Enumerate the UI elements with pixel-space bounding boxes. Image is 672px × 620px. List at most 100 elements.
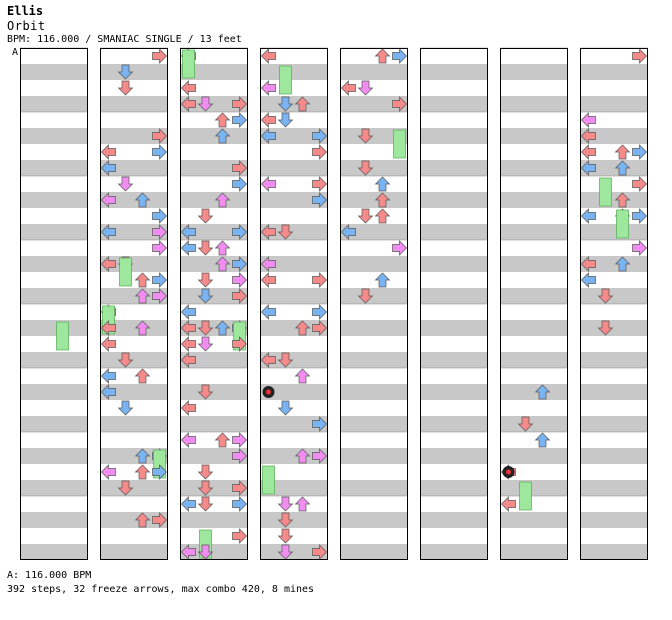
right-arrow	[632, 240, 647, 256]
right-arrow	[232, 528, 247, 544]
beat-stripe	[180, 512, 248, 528]
beat-stripe	[420, 320, 488, 336]
beat-stripe	[180, 160, 248, 176]
left-arrow	[101, 160, 116, 176]
down-arrow	[197, 384, 214, 400]
down-arrow	[277, 544, 294, 560]
beat-stripe	[500, 128, 568, 144]
beat-stripe	[260, 128, 328, 144]
right-arrow	[312, 192, 327, 208]
beat-stripe	[340, 128, 408, 144]
up-arrow	[374, 272, 391, 288]
right-arrow	[232, 224, 247, 240]
down-arrow	[197, 480, 214, 496]
left-arrow	[181, 304, 196, 320]
right-arrow	[232, 480, 247, 496]
beat-stripe	[100, 128, 168, 144]
right-arrow	[232, 288, 247, 304]
down-arrow	[197, 240, 214, 256]
left-arrow	[101, 224, 116, 240]
beat-stripe	[260, 192, 328, 208]
down-arrow	[117, 480, 134, 496]
left-arrow	[581, 272, 596, 288]
beat-stripe	[420, 224, 488, 240]
song-title: Orbit	[7, 19, 46, 33]
up-arrow	[534, 384, 551, 400]
beat-stripe	[260, 448, 328, 464]
beat-stripe	[420, 416, 488, 432]
beat-stripe	[420, 384, 488, 400]
beat-stripe	[580, 224, 648, 240]
up-arrow	[214, 256, 231, 272]
right-arrow	[312, 320, 327, 336]
beat-stripe	[340, 352, 408, 368]
beat-stripe	[20, 416, 88, 432]
freeze-arrow	[119, 257, 132, 287]
down-arrow	[597, 320, 614, 336]
up-arrow	[214, 128, 231, 144]
left-arrow	[181, 80, 196, 96]
right-arrow	[152, 240, 167, 256]
beat-stripe	[180, 480, 248, 496]
beat-stripe	[260, 352, 328, 368]
chart-info: BPM: 116.000 / SMANIAC SINGLE / 13 feet	[7, 34, 242, 45]
right-arrow	[152, 272, 167, 288]
left-arrow	[261, 80, 276, 96]
beat-stripe	[20, 256, 88, 272]
right-arrow	[152, 224, 167, 240]
artist-name: Ellis	[7, 4, 44, 18]
left-arrow	[341, 224, 356, 240]
up-arrow	[134, 192, 151, 208]
up-arrow	[614, 192, 631, 208]
down-arrow	[197, 464, 214, 480]
left-arrow	[581, 208, 596, 224]
beat-stripe	[580, 320, 648, 336]
beat-stripe	[260, 96, 328, 112]
right-arrow	[312, 416, 327, 432]
column-border	[340, 48, 408, 560]
up-arrow	[374, 192, 391, 208]
beat-stripe	[580, 160, 648, 176]
beat-stripe	[180, 224, 248, 240]
left-arrow	[181, 240, 196, 256]
left-arrow	[101, 192, 116, 208]
up-arrow	[614, 144, 631, 160]
beat-stripe	[260, 544, 328, 560]
freeze-arrow	[599, 177, 612, 207]
beat-stripe	[260, 416, 328, 432]
beat-stripe	[100, 320, 168, 336]
beat-stripe	[100, 288, 168, 304]
right-arrow	[632, 176, 647, 192]
beat-stripe	[180, 320, 248, 336]
beat-stripe	[20, 480, 88, 496]
up-arrow	[614, 256, 631, 272]
chart-stats: 392 steps, 32 freeze arrows, max combo 4…	[7, 584, 315, 595]
beat-stripe	[20, 320, 88, 336]
left-arrow	[261, 176, 276, 192]
up-arrow	[374, 176, 391, 192]
beat-stripe	[260, 224, 328, 240]
beat-stripe	[20, 512, 88, 528]
right-arrow	[152, 288, 167, 304]
beat-stripe	[20, 352, 88, 368]
beat-stripe	[180, 128, 248, 144]
left-arrow	[101, 464, 116, 480]
up-arrow	[374, 48, 391, 64]
down-arrow	[277, 496, 294, 512]
left-arrow	[581, 256, 596, 272]
right-arrow	[152, 208, 167, 224]
up-arrow	[134, 288, 151, 304]
freeze-arrow	[616, 209, 629, 239]
left-arrow	[341, 80, 356, 96]
beat-stripe	[580, 96, 648, 112]
right-arrow	[232, 96, 247, 112]
up-arrow	[294, 496, 311, 512]
up-arrow	[214, 432, 231, 448]
beat-stripe	[340, 64, 408, 80]
right-arrow	[232, 176, 247, 192]
beat-stripe	[20, 224, 88, 240]
left-arrow	[181, 224, 196, 240]
beat-stripe	[20, 64, 88, 80]
up-arrow	[294, 96, 311, 112]
right-arrow	[232, 336, 247, 352]
